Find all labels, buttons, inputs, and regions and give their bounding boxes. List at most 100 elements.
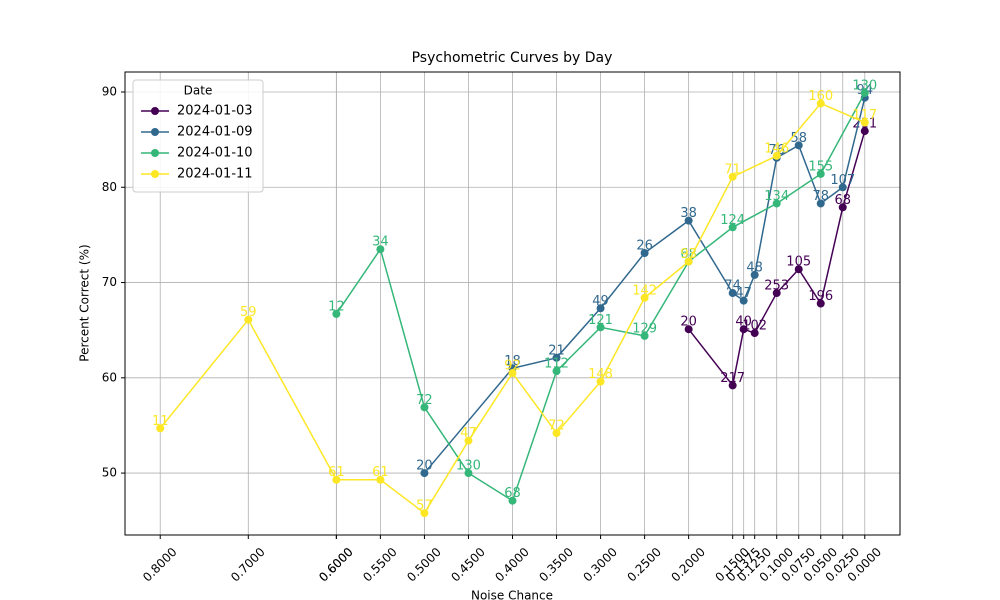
count-label: 71 <box>724 162 741 177</box>
legend-label: 2024-01-10 <box>177 146 253 161</box>
count-label: 196 <box>808 289 833 304</box>
x-tick-label: 0.4500 <box>448 545 488 585</box>
plot-frame <box>124 71 901 536</box>
count-label: 48 <box>746 260 763 275</box>
data-point <box>464 436 473 445</box>
data-point <box>552 429 561 438</box>
data-point <box>728 172 737 181</box>
count-label: 93 <box>680 247 697 262</box>
data-point <box>816 199 825 208</box>
x-tick-label: 0.3000 <box>580 545 620 585</box>
count-label: 112 <box>544 357 569 372</box>
data-point <box>332 475 341 484</box>
count-label: 59 <box>240 305 257 320</box>
count-label: 130 <box>852 78 877 93</box>
count-label: 124 <box>720 213 745 228</box>
y-tick-label: 50 <box>102 466 117 480</box>
count-label: 21 <box>548 343 565 358</box>
data-point <box>596 323 605 332</box>
count-label: 58 <box>790 131 807 146</box>
data-point <box>596 304 605 313</box>
count-label: 68 <box>504 486 521 501</box>
count-label: 18 <box>504 354 521 369</box>
data-point <box>728 223 737 232</box>
data-point <box>244 315 253 324</box>
y-tick-label: 90 <box>102 85 117 99</box>
count-label: 253 <box>764 279 789 294</box>
count-label: 130 <box>456 459 481 474</box>
data-point <box>684 216 693 225</box>
count-label: 155 <box>808 159 833 174</box>
data-point <box>596 377 605 386</box>
count-label: 107 <box>830 173 855 188</box>
legend-label: 2024-01-03 <box>177 104 253 119</box>
data-point <box>750 270 759 279</box>
legend-label: 2024-01-09 <box>177 125 253 140</box>
count-label: 11 <box>152 414 169 429</box>
data-point <box>772 151 781 160</box>
count-label: 134 <box>764 189 789 204</box>
count-label: 47 <box>735 286 752 301</box>
data-point <box>332 309 341 318</box>
data-point <box>640 293 649 302</box>
x-tick-label: 0.6000 <box>316 545 356 585</box>
data-point <box>420 403 429 412</box>
count-label: 217 <box>720 371 745 386</box>
x-tick-label: 0.7000 <box>228 545 268 585</box>
data-point <box>816 169 825 178</box>
data-point <box>684 325 693 334</box>
x-tick-label: 0.5000 <box>404 545 444 585</box>
data-point <box>728 289 737 298</box>
y-tick-label: 80 <box>102 180 117 194</box>
count-label: 20 <box>416 459 433 474</box>
count-label: 129 <box>632 321 657 336</box>
chart-title: Psychometric Curves by Day <box>412 50 613 66</box>
count-label: 76 <box>768 143 785 158</box>
count-label: 74 <box>724 279 741 294</box>
count-label: 142 <box>632 283 657 298</box>
x-tick-label: 0.8000 <box>140 545 180 585</box>
legend-marker <box>151 128 159 136</box>
data-point <box>860 118 869 127</box>
y-axis-label: Percent Correct (%) <box>78 244 92 361</box>
count-label: 26 <box>636 239 653 254</box>
x-tick-label: 0.2000 <box>668 545 708 585</box>
data-point <box>552 367 561 376</box>
count-label: 34 <box>372 235 389 250</box>
data-point <box>739 325 748 334</box>
data-point <box>728 381 737 390</box>
legend-label: 2024-01-11 <box>177 167 253 182</box>
data-point <box>860 127 869 136</box>
count-label: 12 <box>328 299 345 314</box>
x-tick-label: 0.3500 <box>536 545 576 585</box>
data-point <box>156 424 165 433</box>
data-point <box>772 289 781 298</box>
count-label: 72 <box>416 393 433 408</box>
x-tick-label: 0.5500 <box>360 545 400 585</box>
count-label: 102 <box>742 319 767 334</box>
legend-marker <box>151 149 159 157</box>
series-line <box>423 97 866 474</box>
x-tick-label: 0.4000 <box>492 545 532 585</box>
count-label: 78 <box>812 189 829 204</box>
count-label: 20 <box>680 315 697 330</box>
y-tick-label: 60 <box>102 370 117 384</box>
data-point <box>838 203 847 212</box>
y-tick-label: 70 <box>102 275 117 289</box>
count-label: 146 <box>764 141 789 156</box>
count-label: 160 <box>808 89 833 104</box>
data-point <box>376 475 385 484</box>
data-point <box>772 199 781 208</box>
data-point <box>420 509 429 518</box>
count-label: 68 <box>834 193 851 208</box>
data-point <box>739 296 748 305</box>
count-label: 72 <box>548 419 565 434</box>
data-point <box>816 299 825 308</box>
count-label: 61 <box>328 465 345 480</box>
x-axis-label: Noise Chance <box>471 589 553 600</box>
count-label: 38 <box>680 206 697 221</box>
count-label: 57 <box>416 499 433 514</box>
legend-marker <box>151 170 159 178</box>
data-point <box>508 496 517 505</box>
data-point <box>640 249 649 258</box>
